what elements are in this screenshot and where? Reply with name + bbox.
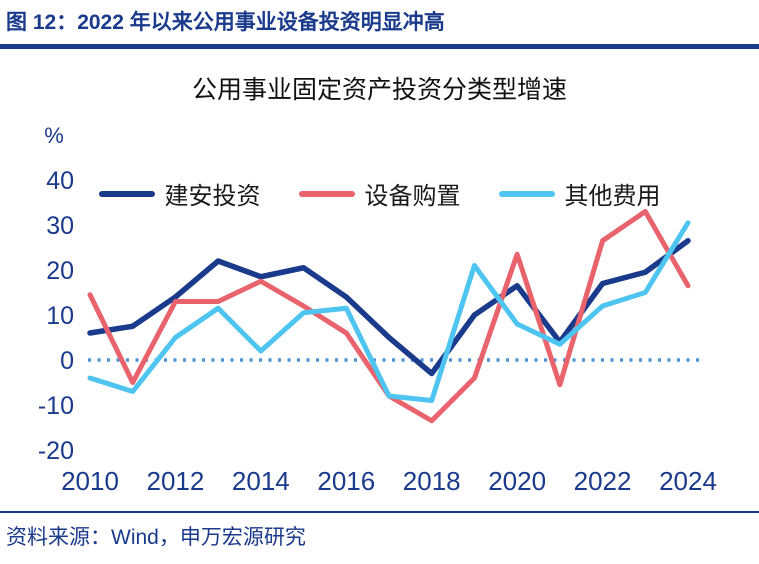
legend-swatch-construction [98, 190, 155, 197]
legend-label-construction: 建安投资 [164, 183, 261, 210]
x-tick-label: 2024 [659, 466, 717, 496]
x-tick-label: 2016 [317, 466, 375, 496]
legend-label-other: 其他费用 [564, 183, 661, 210]
y-tick-label: 0 [60, 347, 74, 375]
x-tick-label: 2018 [403, 466, 461, 496]
y-axis-unit-label: % [44, 123, 64, 148]
legend-swatch-other [498, 190, 555, 197]
x-tick-label: 2014 [232, 466, 290, 496]
chart-legend: 建安投资 设备购置 其他费用 [0, 176, 759, 211]
y-tick-label: 10 [46, 302, 74, 330]
y-tick-label: 40 [46, 167, 74, 195]
source-footer: 资料来源：Wind，申万宏源研究 [0, 511, 759, 551]
chart-area: 公用事业固定资产投资分类型增速 建安投资 设备购置 其他费用 % 40 30 20 1… [0, 75, 759, 505]
y-tick-label: -20 [38, 437, 74, 465]
y-tick-label: 30 [46, 212, 74, 240]
legend-item-other: 其他费用 [498, 176, 661, 211]
series-line-1 [87, 238, 691, 377]
source-text: 资料来源：Wind，申万宏源研究 [6, 526, 306, 549]
y-tick-label: -10 [38, 392, 74, 420]
y-tick-label: 20 [46, 257, 74, 285]
chart-title: 公用事业固定资产投资分类型增速 [191, 76, 567, 104]
legend-item-construction: 建安投资 [98, 176, 261, 211]
legend-label-equipment: 设备购置 [364, 183, 461, 210]
x-tick-label: 2012 [147, 466, 205, 496]
x-tick-label: 2020 [488, 466, 546, 496]
figure-title: 图 12：2022 年以来公用事业设备投资明显冲高 [6, 11, 445, 34]
figure-header: 图 12：2022 年以来公用事业设备投资明显冲高 [0, 0, 759, 49]
x-tick-label: 2010 [61, 466, 119, 496]
series-line-3 [87, 220, 691, 403]
legend-item-equipment: 设备购置 [298, 176, 461, 211]
figure-page: 图 12：2022 年以来公用事业设备投资明显冲高 公用事业固定资产投资分类型增… [0, 0, 759, 551]
x-tick-label: 2022 [574, 466, 632, 496]
series-line-2 [87, 209, 691, 424]
legend-swatch-equipment [298, 190, 355, 197]
